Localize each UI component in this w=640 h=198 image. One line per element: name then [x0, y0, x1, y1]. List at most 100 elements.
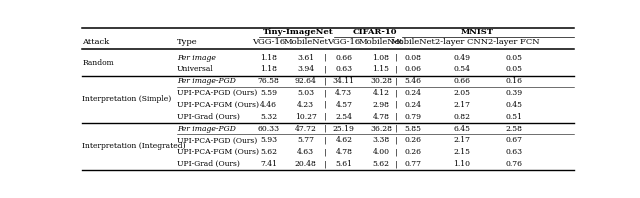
Text: |: | [324, 125, 326, 132]
Text: 0.82: 0.82 [453, 113, 470, 121]
Text: MNIST: MNIST [460, 28, 493, 36]
Text: 2.54: 2.54 [335, 113, 353, 121]
Text: 5.77: 5.77 [297, 136, 314, 144]
Text: 0.54: 0.54 [453, 65, 470, 73]
Text: 0.63: 0.63 [335, 65, 353, 73]
Text: 2-layer CNN: 2-layer CNN [435, 38, 488, 46]
Text: 5.59: 5.59 [260, 89, 277, 97]
Text: 25.19: 25.19 [333, 125, 355, 132]
Text: 4.12: 4.12 [372, 89, 390, 97]
Text: 0.24: 0.24 [405, 89, 422, 97]
Text: 0.66: 0.66 [453, 77, 470, 85]
Text: 5.32: 5.32 [260, 113, 277, 121]
Text: 0.26: 0.26 [405, 136, 422, 144]
Text: |: | [324, 148, 326, 156]
Text: VGG-16: VGG-16 [327, 38, 360, 46]
Text: 0.63: 0.63 [506, 148, 523, 156]
Text: 0.45: 0.45 [506, 101, 522, 109]
Text: 1.08: 1.08 [372, 54, 390, 62]
Text: Tiny-ImageNet: Tiny-ImageNet [263, 28, 333, 36]
Text: 34.11: 34.11 [333, 77, 355, 85]
Text: UPI-PCA-PGD (Ours): UPI-PCA-PGD (Ours) [177, 89, 257, 97]
Text: |: | [324, 160, 326, 168]
Text: 0.05: 0.05 [506, 54, 522, 62]
Text: 4.46: 4.46 [260, 101, 277, 109]
Text: |: | [394, 101, 397, 109]
Text: Type: Type [177, 38, 197, 46]
Text: |: | [394, 65, 397, 73]
Text: 2-layer FCN: 2-layer FCN [488, 38, 540, 46]
Text: |: | [324, 113, 326, 121]
Text: 0.05: 0.05 [506, 65, 522, 73]
Text: 20.48: 20.48 [295, 160, 317, 168]
Text: 2.17: 2.17 [453, 101, 470, 109]
Text: 1.15: 1.15 [372, 65, 390, 73]
Text: 0.66: 0.66 [335, 54, 353, 62]
Text: 5.03: 5.03 [297, 89, 314, 97]
Text: 60.33: 60.33 [257, 125, 280, 132]
Text: Random: Random [83, 59, 114, 68]
Text: 10.27: 10.27 [295, 113, 317, 121]
Text: 0.77: 0.77 [405, 160, 422, 168]
Text: 92.64: 92.64 [295, 77, 317, 85]
Text: 30.28: 30.28 [370, 77, 392, 85]
Text: 3.94: 3.94 [297, 65, 314, 73]
Text: 2.58: 2.58 [506, 125, 522, 132]
Text: |: | [324, 65, 326, 73]
Text: |: | [324, 136, 326, 144]
Text: |: | [394, 125, 397, 132]
Text: 5.93: 5.93 [260, 136, 277, 144]
Text: 4.73: 4.73 [335, 89, 353, 97]
Text: 4.23: 4.23 [297, 101, 314, 109]
Text: |: | [324, 101, 326, 109]
Text: 1.18: 1.18 [260, 54, 277, 62]
Text: UPI-Grad (Ours): UPI-Grad (Ours) [177, 113, 239, 121]
Text: Universal: Universal [177, 65, 214, 73]
Text: |: | [394, 54, 397, 62]
Text: 0.51: 0.51 [506, 113, 522, 121]
Text: |: | [394, 89, 397, 97]
Text: 4.00: 4.00 [372, 148, 390, 156]
Text: 76.58: 76.58 [257, 77, 280, 85]
Text: 0.16: 0.16 [506, 77, 522, 85]
Text: 4.62: 4.62 [335, 136, 353, 144]
Text: UPI-Grad (Ours): UPI-Grad (Ours) [177, 160, 239, 168]
Text: Attack: Attack [83, 38, 109, 46]
Text: Interpretation (Simple): Interpretation (Simple) [83, 95, 172, 103]
Text: MobileNet: MobileNet [391, 38, 436, 46]
Text: 7.41: 7.41 [260, 160, 277, 168]
Text: 0.06: 0.06 [405, 65, 422, 73]
Text: 5.46: 5.46 [405, 77, 422, 85]
Text: 0.24: 0.24 [405, 101, 422, 109]
Text: 3.38: 3.38 [372, 136, 390, 144]
Text: Per image-PGD: Per image-PGD [177, 125, 236, 132]
Text: |: | [394, 136, 397, 144]
Text: 36.28: 36.28 [370, 125, 392, 132]
Text: 2.15: 2.15 [453, 148, 470, 156]
Text: |: | [394, 160, 397, 168]
Text: 2.05: 2.05 [453, 89, 470, 97]
Text: 47.72: 47.72 [295, 125, 317, 132]
Text: 1.10: 1.10 [453, 160, 470, 168]
Text: 0.67: 0.67 [506, 136, 522, 144]
Text: 3.61: 3.61 [297, 54, 314, 62]
Text: |: | [394, 148, 397, 156]
Text: Interpretation (Integrated): Interpretation (Integrated) [83, 142, 186, 150]
Text: 2.17: 2.17 [453, 136, 470, 144]
Text: 5.62: 5.62 [260, 148, 277, 156]
Text: MobileNet: MobileNet [358, 38, 403, 46]
Text: CIFAR-10: CIFAR-10 [353, 28, 397, 36]
Text: 0.79: 0.79 [405, 113, 422, 121]
Text: 0.49: 0.49 [453, 54, 470, 62]
Text: Per image: Per image [177, 54, 216, 62]
Text: 0.08: 0.08 [405, 54, 422, 62]
Text: |: | [324, 54, 326, 62]
Text: |: | [324, 89, 326, 97]
Text: 4.78: 4.78 [335, 148, 353, 156]
Text: 5.61: 5.61 [335, 160, 353, 168]
Text: 0.26: 0.26 [405, 148, 422, 156]
Text: UPI-PCA-PGD (Ours): UPI-PCA-PGD (Ours) [177, 136, 257, 144]
Text: UPI-PCA-FGM (Ours): UPI-PCA-FGM (Ours) [177, 148, 259, 156]
Text: 6.45: 6.45 [453, 125, 470, 132]
Text: 5.85: 5.85 [405, 125, 422, 132]
